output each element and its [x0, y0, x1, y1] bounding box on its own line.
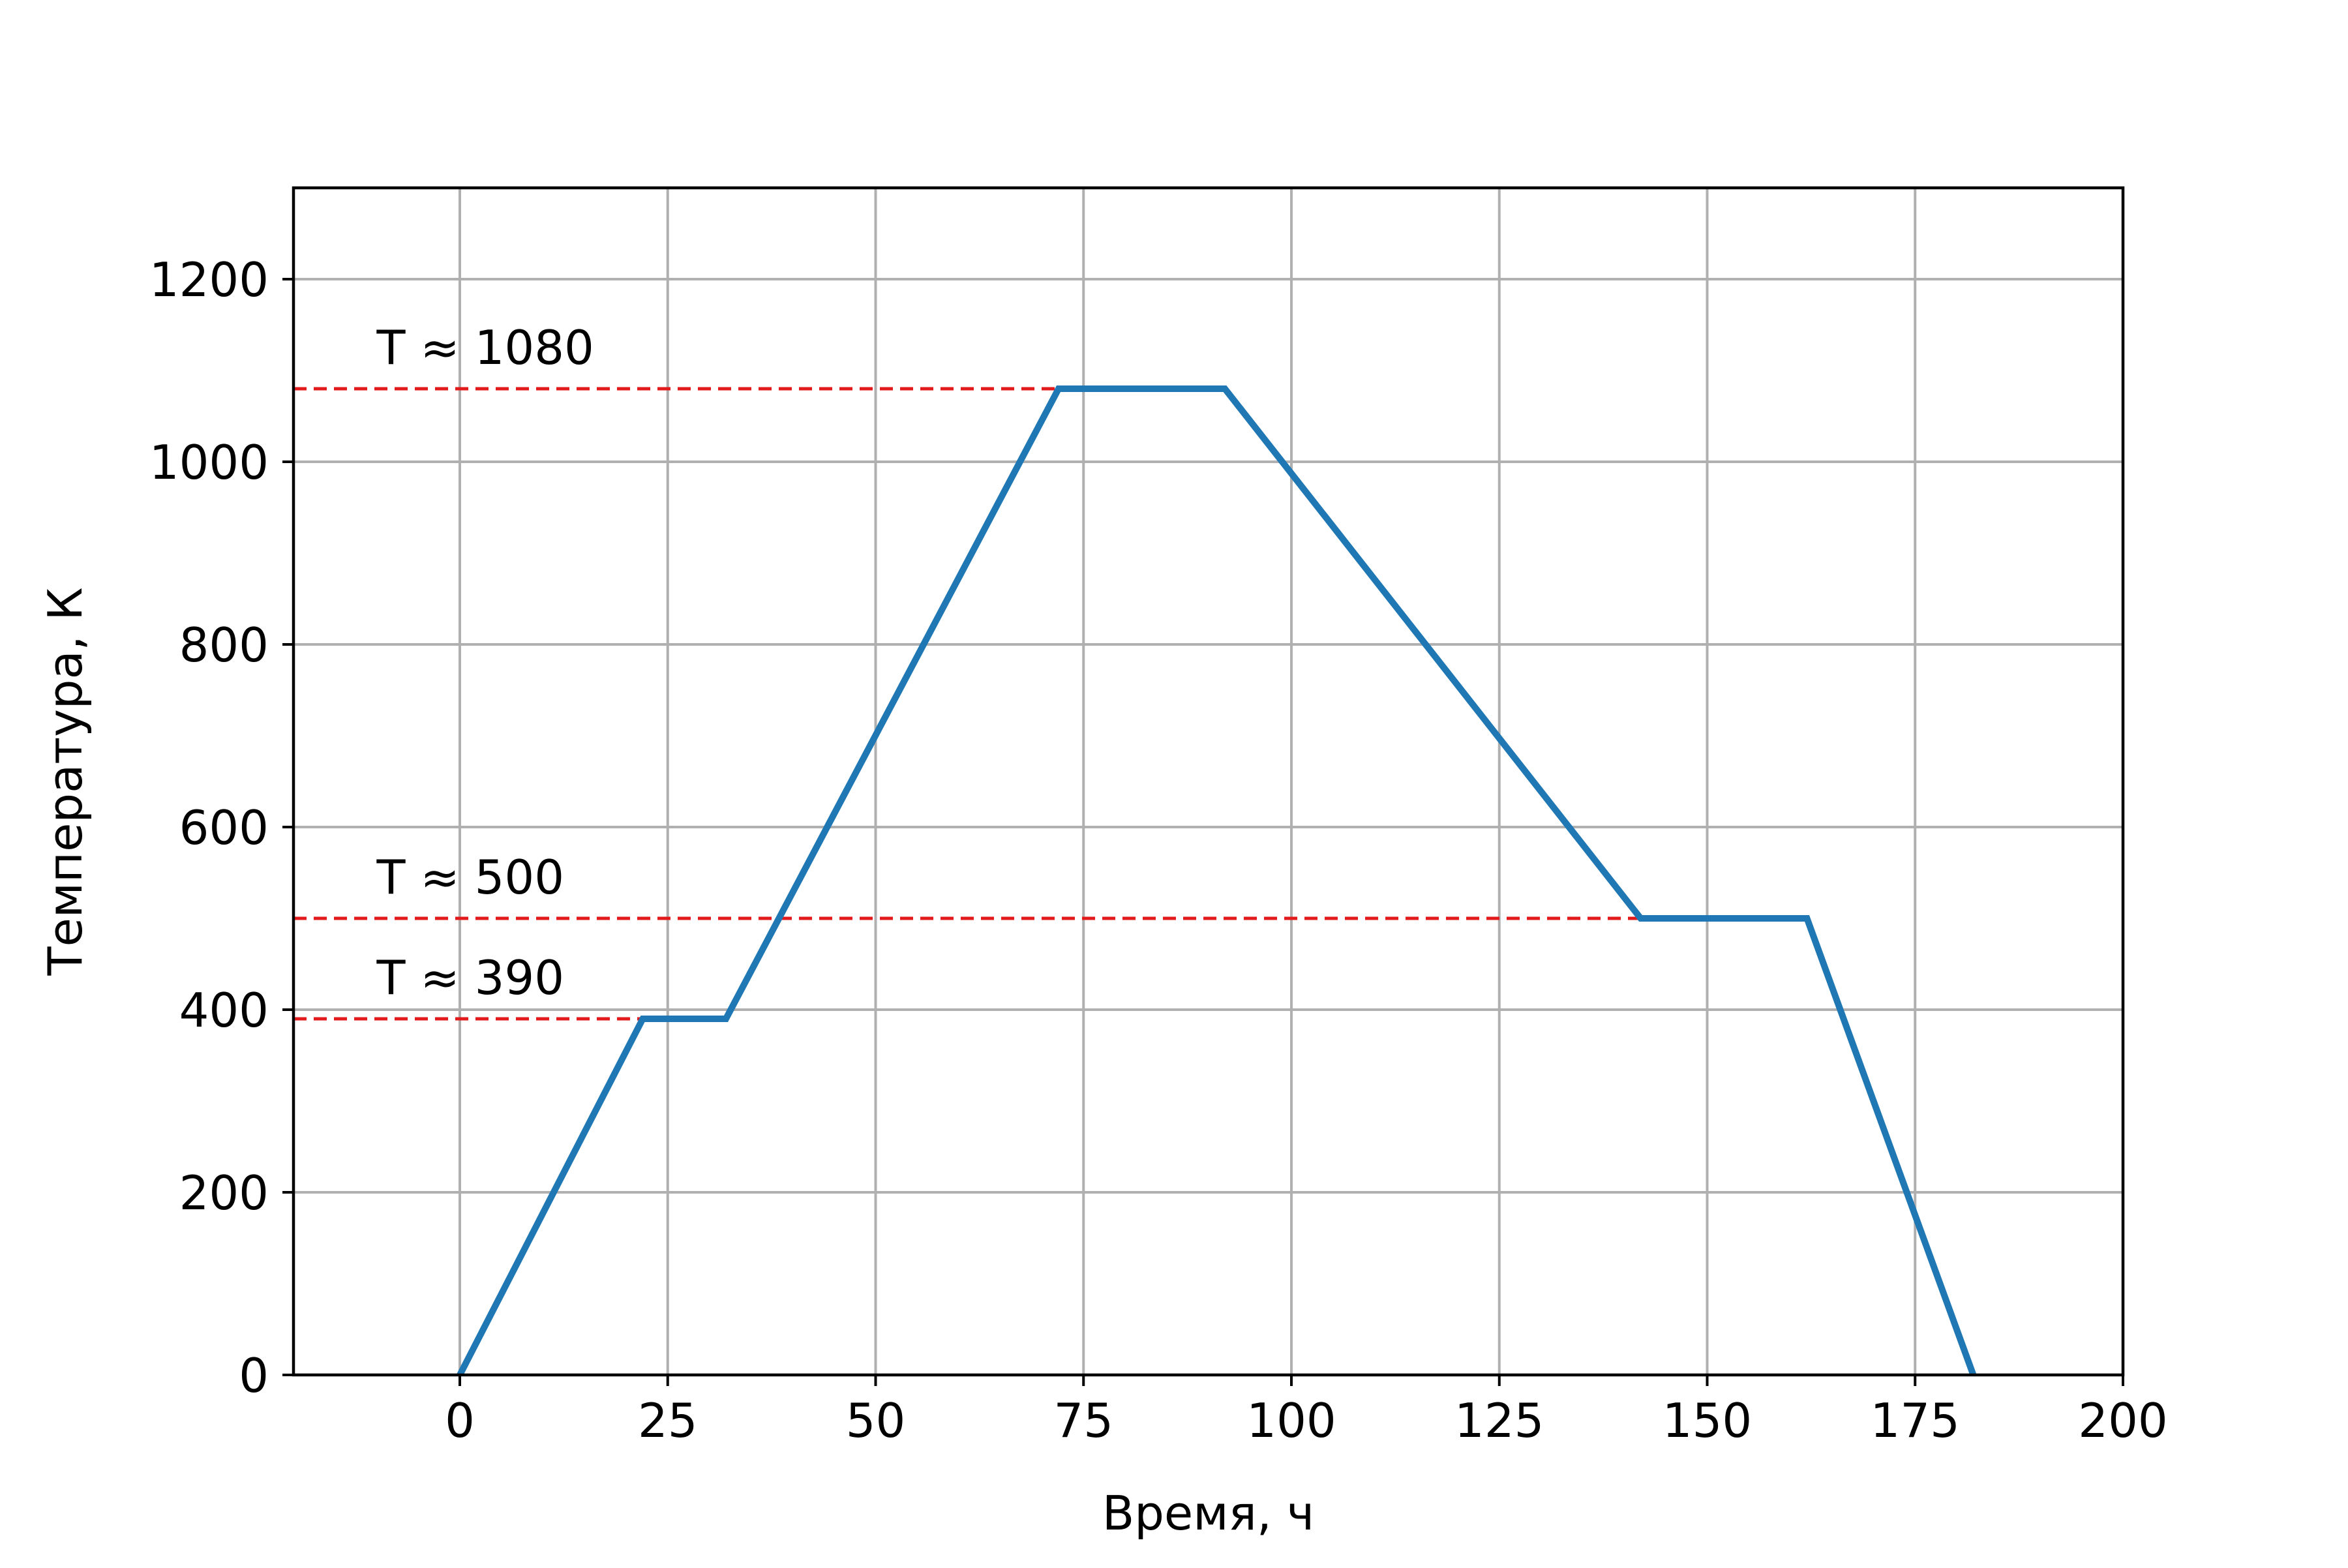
- labels-layer: 0 25 50 75 100 125 150 175 200 0 200 400 600 800 1000 1…: [149, 252, 2168, 1448]
- plot-frame: [292, 186, 2125, 1377]
- x-tick-label: 100: [1246, 1393, 1336, 1448]
- y-tick-label: 200: [179, 1166, 269, 1220]
- reference-label: T ≈ 1080: [376, 320, 594, 375]
- x-tick-label: 125: [1454, 1393, 1544, 1448]
- x-tick-label: 25: [638, 1393, 698, 1448]
- y-tick-label: 800: [179, 618, 269, 672]
- x-tick-label: 50: [846, 1393, 906, 1448]
- x-tick-label: 175: [1871, 1393, 1960, 1448]
- x-tick-label: 0: [445, 1393, 475, 1448]
- x-axis-label: Время, ч: [1102, 1486, 1314, 1541]
- reference-lines-layer: [294, 387, 1641, 1021]
- y-tick-label: 400: [179, 983, 269, 1038]
- x-tick-label: 150: [1663, 1393, 1752, 1448]
- series-layer: [457, 385, 1977, 1377]
- y-tick-label: 1000: [149, 435, 269, 490]
- reference-label: T ≈ 390: [376, 950, 565, 1005]
- y-tick-label: 600: [179, 800, 269, 855]
- x-tick-label: 200: [2078, 1393, 2167, 1448]
- ticks-layer: [282, 278, 2124, 1386]
- y-axis-label: Температура, К: [38, 587, 93, 976]
- y-tick-label: 1200: [149, 252, 269, 307]
- x-tick-label: 75: [1053, 1393, 1113, 1448]
- temperature-series-line: [457, 385, 1977, 1377]
- reference-label: T ≈ 500: [376, 850, 565, 905]
- y-tick-label: 0: [239, 1348, 269, 1403]
- grid-layer: [294, 188, 2124, 1376]
